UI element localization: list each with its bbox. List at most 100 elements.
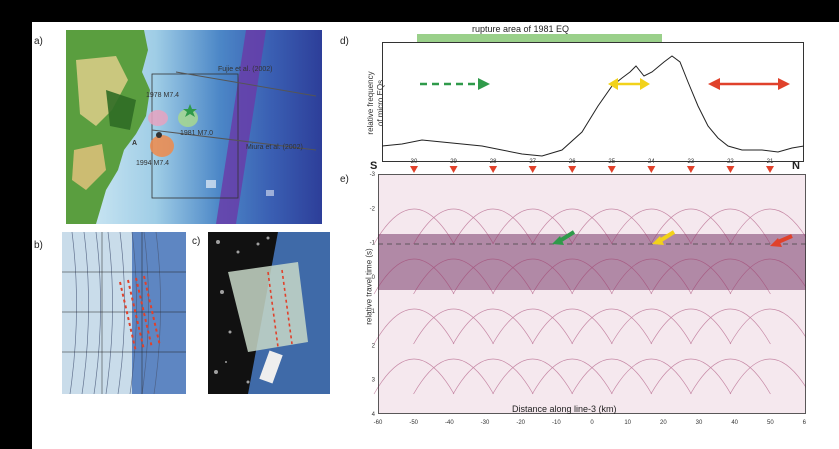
annotation-1981: 1981 M7.0 [180,130,214,137]
station-marker [647,166,656,173]
annotation-fujie: Fujie et al. (2002) [218,66,273,73]
wave-trace [531,208,613,245]
wave-trace [413,308,494,345]
x-tick-label: -40 [445,420,454,426]
station-label: 29 [450,159,457,165]
wave-trace [690,358,771,395]
wave-trace [611,308,692,345]
figure-panel: a) [32,22,839,449]
wave-trace [373,258,455,295]
station-marker [410,166,418,173]
wave-trace [373,208,455,245]
x-tick-label: 10 [624,420,631,426]
y-tick-label: 3 [372,378,376,384]
wave-trace [650,258,732,295]
annotation-1994: 1994 M7.4 [136,160,170,167]
wave-trace [413,208,494,245]
panel-d-label: d) [340,36,349,47]
panel-c-label: c) [192,236,201,247]
x-tick-label: 50 [767,420,774,426]
wave-trace [531,258,613,295]
station-marker [686,166,695,173]
wave-trace [373,358,455,395]
x-tick-label: 20 [660,420,667,426]
x-tick-label: -20 [516,420,525,426]
x-tick-label: 40 [731,420,738,426]
rupture-label: rupture area of 1981 EQ [472,24,570,34]
station-marker [607,166,616,173]
arrow-green-seismic [552,230,576,245]
station-label: 23 [688,159,695,165]
y-tick-label: -3 [370,172,376,178]
panel-c-map [208,232,330,394]
station-marker [766,166,774,173]
y-tick-label: 4 [372,412,376,418]
station-label: 26 [569,159,576,165]
station-label: 22 [727,159,734,165]
wave-trace [492,258,573,295]
wave-trace [452,358,534,395]
wave-trace [571,308,653,345]
station-label: 25 [608,159,615,165]
y-tick-label: 0 [372,275,376,281]
panel-a-map: Fujie et al. (2002) 1978 M7.4 1981 M7.0 … [66,30,322,224]
arrow-yellow [608,78,650,90]
y-tick-label: -1 [370,241,376,247]
wave-trace [611,258,692,295]
x-tick-label: -60 [374,420,383,426]
wave-trace [690,308,771,345]
annotation-miura: Miura et al. (2002) [246,144,303,151]
x-tick-label: -30 [481,420,490,426]
x-tick-label: 60 [803,420,806,426]
wave-trace [650,358,732,395]
wave-trace [729,258,811,295]
wave-trace [571,358,653,395]
wave-trace [611,358,692,395]
wave-trace [452,308,534,345]
wave-trace [690,258,771,295]
x-tick-label: 0 [590,420,594,426]
panel-e-xlabel: Distance along line-3 (km) [512,404,617,414]
wave-trace [492,308,573,345]
wave-trace [650,308,732,345]
station-marker [528,166,537,173]
rupture-bar [417,34,662,42]
arrow-red [708,78,790,90]
wave-trace [690,208,771,245]
panel-e-label: e) [340,174,349,185]
wave-trace [413,258,494,295]
station-label: 21 [767,159,774,165]
wave-trace [531,308,613,345]
station-marker [726,166,735,173]
wave-trace [452,208,534,245]
arrow-green [420,78,490,90]
arrow-red-seismic [770,234,793,247]
label-north: N [792,160,800,172]
wave-trace [729,208,811,245]
label-south: S [370,160,378,172]
seismic-section: 30 29 28 27 26 25 24 23 22 21 -60 -50 -40 -30 -20 -10 0… [368,152,811,436]
wave-trace [571,208,653,245]
y-tick-label: 2 [372,343,376,349]
wave-trace [413,358,494,395]
station-marker [449,166,458,173]
wave-trace [492,208,573,245]
wave-trace [373,308,455,345]
x-tick-label: -10 [552,420,561,426]
x-tick-label: 30 [696,420,703,426]
wave-trace [729,308,811,345]
arrow-yellow-seismic [652,230,676,245]
panel-a-label: a) [34,36,43,47]
y-tick-label: 1 [372,309,376,315]
station-label: 24 [648,159,655,165]
y-tick-label: -2 [370,206,376,212]
wave-trace [650,208,732,245]
station-marker [489,166,498,173]
station-label: 28 [490,159,497,165]
x-tick-label: -50 [409,420,418,426]
annotation-point-a: A [132,140,138,147]
wave-trace [571,258,653,295]
wave-trace [492,358,573,395]
frequency-plot [381,42,805,162]
panel-b-label: b) [34,240,43,251]
